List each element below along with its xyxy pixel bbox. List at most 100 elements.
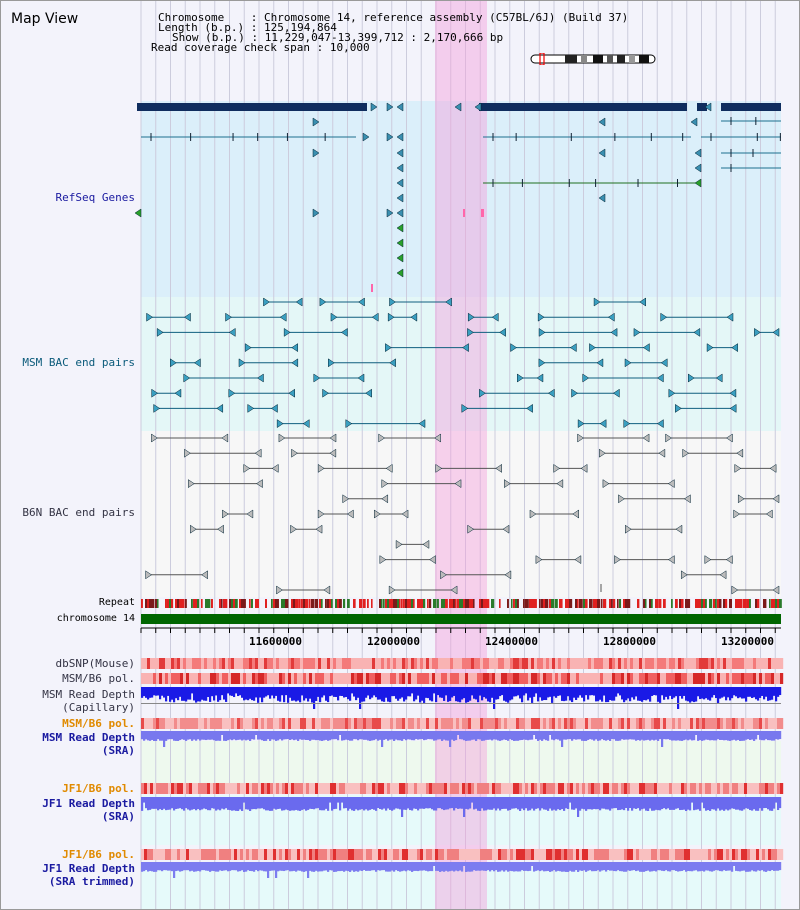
repeat-mark (417, 599, 421, 608)
polymorphism-mark (540, 673, 544, 684)
gene-mark (481, 209, 484, 217)
depth-bar (427, 862, 430, 872)
repeat-mark (301, 599, 303, 608)
polymorphism-mark (168, 849, 172, 860)
polymorphism-mark (498, 718, 502, 729)
polymorphism-mark (258, 849, 262, 860)
depth-bar (747, 797, 750, 809)
depth-bar (593, 862, 596, 872)
polymorphism-mark (660, 673, 664, 684)
polymorphism-mark (609, 673, 613, 684)
polymorphism-mark (744, 849, 748, 860)
polymorphism-mark (315, 849, 319, 860)
depth-bar (677, 797, 680, 809)
msm-bac-pair (291, 343, 299, 353)
repeat-mark (779, 599, 782, 608)
depth-bar (701, 687, 704, 699)
depth-bar (203, 797, 206, 809)
depth-bar (611, 731, 614, 740)
depth-bar (207, 862, 210, 871)
polymorphism-mark (741, 718, 745, 729)
polymorphism-mark (330, 718, 334, 729)
polymorphism-mark (477, 658, 481, 669)
depth-bar (679, 687, 682, 697)
polymorphism-mark (147, 673, 151, 684)
polymorphism-mark (222, 783, 226, 794)
polymorphism-mark (420, 718, 424, 729)
repeat-mark (251, 599, 253, 608)
depth-bar (469, 731, 472, 741)
repeat-mark (531, 599, 534, 608)
polymorphism-mark (198, 718, 202, 729)
polymorphism-mark (210, 783, 214, 794)
depth-bar (667, 862, 670, 872)
depth-bar (577, 731, 580, 740)
depth-bar (703, 731, 706, 741)
repeat-mark (343, 599, 346, 608)
depth-bar (599, 731, 602, 741)
depth-bar (515, 687, 518, 697)
depth-bar (257, 797, 260, 809)
depth-bar (391, 731, 394, 740)
depth-bar (435, 862, 438, 871)
polymorphism-mark (687, 783, 691, 794)
polymorphism-mark (255, 718, 259, 729)
depth-bar (707, 797, 710, 811)
refseq-track-label[interactable]: RefSeq Genes (55, 191, 135, 204)
polymorphism-mark (165, 783, 169, 794)
polymorphism-mark (771, 718, 775, 729)
depth-bar (647, 731, 650, 740)
depth-bar (443, 797, 446, 811)
depth-bar (477, 731, 480, 740)
depth-bar (571, 731, 574, 741)
depth-bar (771, 731, 774, 741)
polymorphism-mark (507, 783, 511, 794)
polymorphism-mark (264, 783, 268, 794)
depth-bar (471, 862, 474, 872)
depth-bar (711, 797, 714, 810)
msm-read-depth-sra-label: MSM Read Depth (42, 731, 135, 744)
polymorphism-mark (585, 658, 589, 669)
depth-bar (341, 687, 344, 697)
depth-bar (577, 687, 580, 698)
depth-bar (437, 797, 440, 809)
depth-bar (721, 862, 724, 872)
polymorphism-mark (354, 783, 358, 794)
polymorphism-mark (237, 718, 241, 729)
msm-bac-track-label[interactable]: MSM BAC end pairs (22, 356, 135, 369)
axis-tick-label: 12800000 (603, 635, 656, 648)
depth-bar (323, 797, 326, 811)
depth-bar (189, 731, 192, 740)
selection-highlight[interactable] (435, 1, 487, 909)
polymorphism-mark (681, 673, 685, 684)
polymorphism-mark (768, 658, 772, 669)
polymorphism-mark (414, 783, 418, 794)
depth-bar (187, 797, 190, 810)
polymorphism-mark (657, 783, 661, 794)
depth-bar (501, 862, 504, 871)
depth-bar (671, 862, 674, 871)
msm-bac-pair (633, 327, 641, 337)
depth-bar (725, 687, 728, 701)
depth-bar (195, 687, 198, 703)
depth-bar (183, 731, 186, 740)
depth-bar (625, 731, 628, 740)
depth-bar (743, 862, 746, 871)
depth-bar (725, 862, 728, 871)
depth-bar (767, 731, 770, 741)
depth-bar (495, 731, 498, 740)
chromosome-ideogram[interactable] (529, 53, 657, 65)
b6n-bac-track-label[interactable]: B6N BAC end pairs (22, 506, 135, 519)
polymorphism-mark (642, 718, 646, 729)
depth-bar (419, 862, 422, 871)
depth-bar (427, 687, 430, 699)
polymorphism-mark (489, 783, 493, 794)
polymorphism-mark (531, 783, 535, 794)
polymorphism-mark (771, 783, 775, 794)
depth-bar (607, 687, 610, 703)
depth-bar (267, 862, 270, 878)
depth-bar (423, 862, 426, 871)
polymorphism-mark (399, 783, 403, 794)
depth-bar (173, 731, 176, 741)
polymorphism-mark (354, 673, 358, 684)
